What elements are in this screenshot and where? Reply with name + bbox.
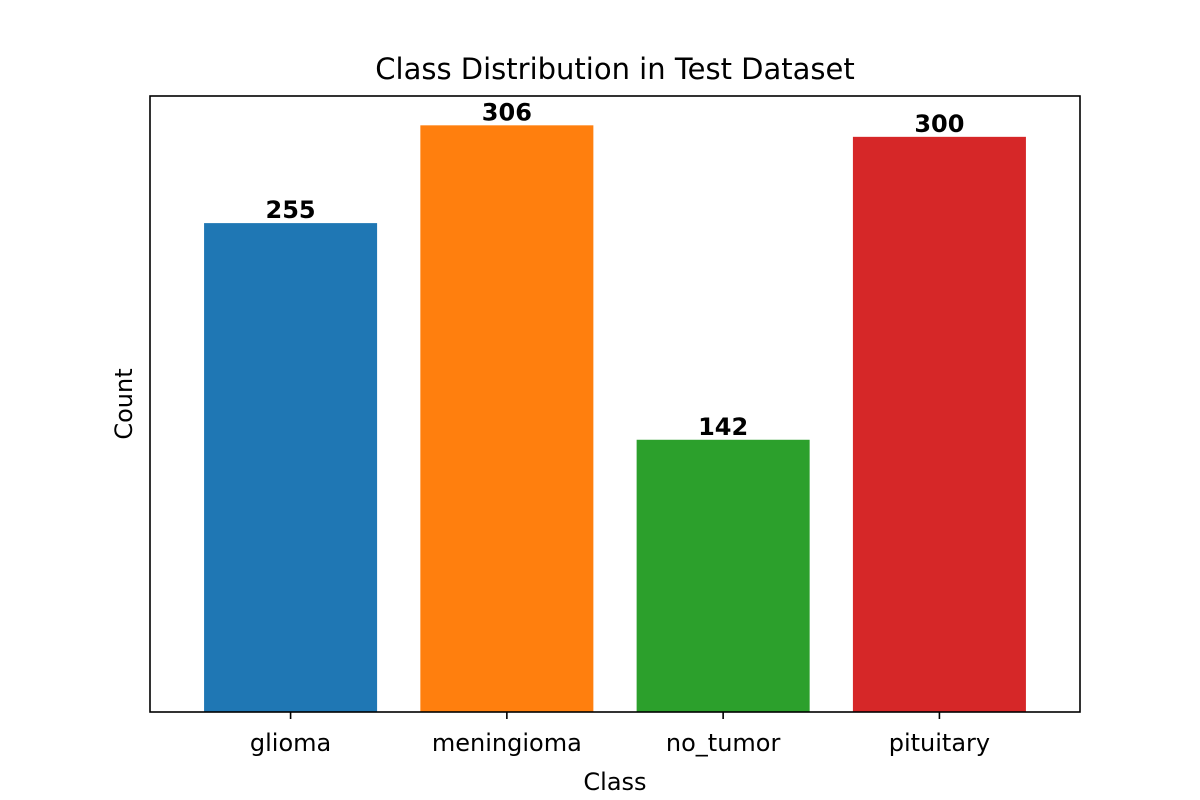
plot-area-frame <box>149 95 1081 713</box>
x-tick-label-meningioma: meningioma <box>432 729 582 757</box>
data-label-glioma: 255 <box>266 196 316 224</box>
data-labels-group: 255 306 142 300 <box>266 98 965 440</box>
x-tick-label-glioma: glioma <box>250 729 331 757</box>
bars-group <box>204 125 1026 713</box>
bar-glioma <box>204 223 378 713</box>
x-tick-label-no-tumor: no_tumor <box>666 729 781 757</box>
data-label-no-tumor: 142 <box>698 413 748 441</box>
x-axis-ticks: glioma meningioma no_tumor pituitary <box>250 712 990 757</box>
y-axis-label: Count <box>110 368 138 439</box>
bar-no-tumor <box>636 439 810 712</box>
chart-title: Class Distribution in Test Dataset <box>375 52 854 86</box>
x-tick-label-pituitary: pituitary <box>889 729 990 757</box>
data-label-pituitary: 300 <box>914 110 964 138</box>
bar-pituitary <box>852 136 1026 713</box>
x-axis-label: Class <box>583 768 646 796</box>
bar-meningioma <box>420 125 594 712</box>
data-label-meningioma: 306 <box>482 98 532 126</box>
